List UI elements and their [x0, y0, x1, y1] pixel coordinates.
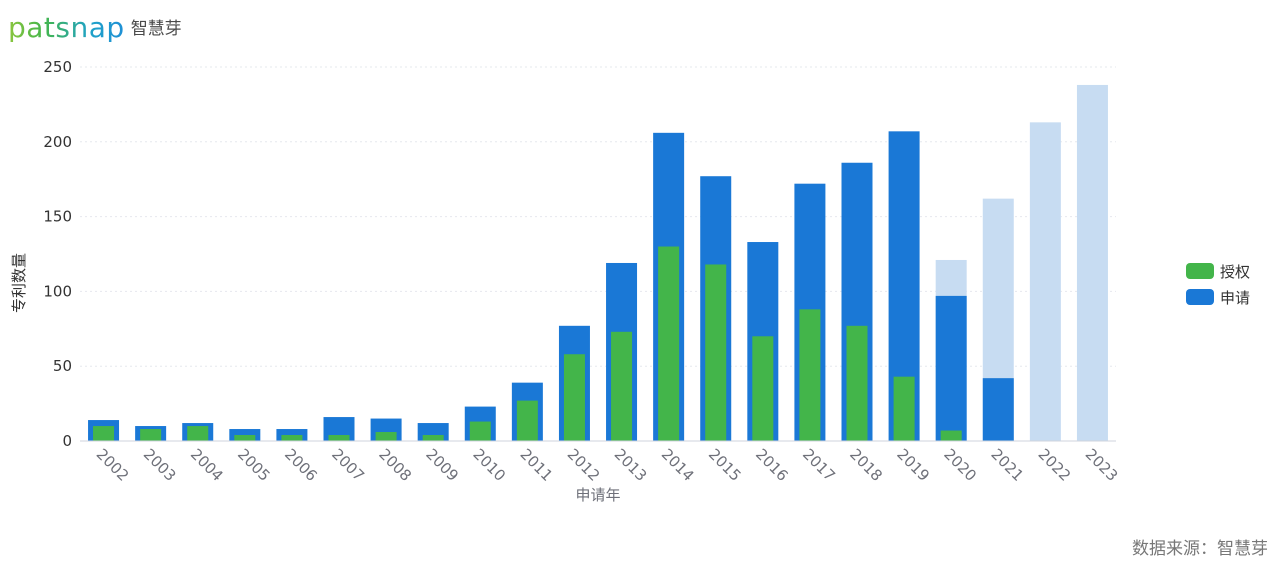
x-tick-label: 2004: [187, 445, 227, 485]
y-tick-labels: 0 50 100 150 200 250: [43, 58, 72, 450]
legend-label-granted: 授权: [1220, 262, 1251, 281]
bar-granted[interactable]: [846, 325, 868, 441]
x-axis-title: 申请年: [575, 486, 620, 504]
bar-granted[interactable]: [563, 354, 585, 441]
legend: 授权 申请: [1186, 258, 1250, 310]
brand-logo: patsnap 智慧芽: [8, 10, 182, 46]
x-tick-label: 2019: [893, 445, 933, 485]
y-tick-label: 150: [43, 208, 72, 226]
x-tick-label: 2013: [611, 445, 651, 485]
y-axis-title: 专利数量: [10, 253, 28, 313]
data-source-note: 数据来源：智慧芽: [1132, 539, 1268, 559]
bar-granted[interactable]: [187, 426, 209, 441]
bar-granted[interactable]: [516, 400, 538, 441]
x-tick-label: 2012: [564, 445, 604, 485]
x-tick-label: 2002: [93, 445, 133, 485]
bar-granted[interactable]: [611, 331, 633, 441]
bar-granted[interactable]: [705, 264, 727, 441]
bars: [88, 84, 1108, 442]
bar-applied[interactable]: [935, 295, 967, 441]
bar-granted[interactable]: [893, 376, 915, 441]
x-tick-label: 2023: [1082, 445, 1122, 485]
bar-granted[interactable]: [799, 309, 821, 441]
bar-granted[interactable]: [469, 421, 491, 441]
x-tick-label: 2006: [281, 445, 321, 485]
bar-granted[interactable]: [752, 336, 774, 441]
x-tick-label: 2018: [846, 445, 886, 485]
legend-swatch-granted: [1186, 263, 1214, 279]
bar-granted[interactable]: [234, 435, 256, 441]
y-tick-label: 250: [43, 58, 72, 76]
legend-item-granted[interactable]: 授权: [1186, 258, 1250, 284]
brand-cn-name: 智慧芽: [130, 18, 182, 39]
bar-granted[interactable]: [281, 435, 303, 441]
x-tick-label: 2003: [140, 445, 180, 485]
bar-granted[interactable]: [93, 426, 115, 441]
x-tick-label: 2008: [375, 445, 415, 485]
x-tick-label: 2011: [517, 445, 557, 485]
bar-applied-estimate[interactable]: [1029, 122, 1061, 442]
x-tick-label: 2009: [422, 445, 462, 485]
legend-item-applied[interactable]: 申请: [1186, 284, 1250, 310]
x-tick-labels: 2002 2003 2004 2005 2006 2007 2008 2009 2010 2011…: [93, 445, 1122, 485]
x-tick-label: 2010: [469, 445, 509, 485]
x-tick-label: 2015: [705, 445, 745, 485]
brand-wordmark: patsnap: [8, 11, 125, 44]
bar-granted[interactable]: [658, 246, 680, 441]
bar-granted[interactable]: [375, 432, 397, 441]
bar-applied-estimate[interactable]: [1076, 84, 1108, 442]
bar-granted[interactable]: [328, 435, 350, 441]
y-tick-label: 50: [53, 357, 72, 375]
bar-applied[interactable]: [982, 378, 1014, 441]
bar-granted[interactable]: [422, 435, 444, 441]
y-tick-label: 200: [43, 133, 72, 151]
bar-granted[interactable]: [140, 429, 162, 441]
x-tick-label: 2017: [799, 445, 839, 485]
legend-swatch-applied: [1186, 289, 1214, 305]
legend-label-applied: 申请: [1220, 288, 1251, 307]
x-tick-label: 2007: [328, 445, 368, 485]
x-tick-label: 2022: [1035, 445, 1075, 485]
bar-granted[interactable]: [940, 430, 962, 441]
x-tick-label: 2014: [658, 445, 698, 485]
y-tick-label: 0: [62, 432, 72, 450]
x-tick-label: 2005: [234, 445, 274, 485]
x-tick-label: 2016: [752, 445, 792, 485]
x-tick-label: 2021: [987, 445, 1027, 485]
x-tick-label: 2020: [940, 445, 980, 485]
y-tick-label: 100: [43, 282, 72, 300]
